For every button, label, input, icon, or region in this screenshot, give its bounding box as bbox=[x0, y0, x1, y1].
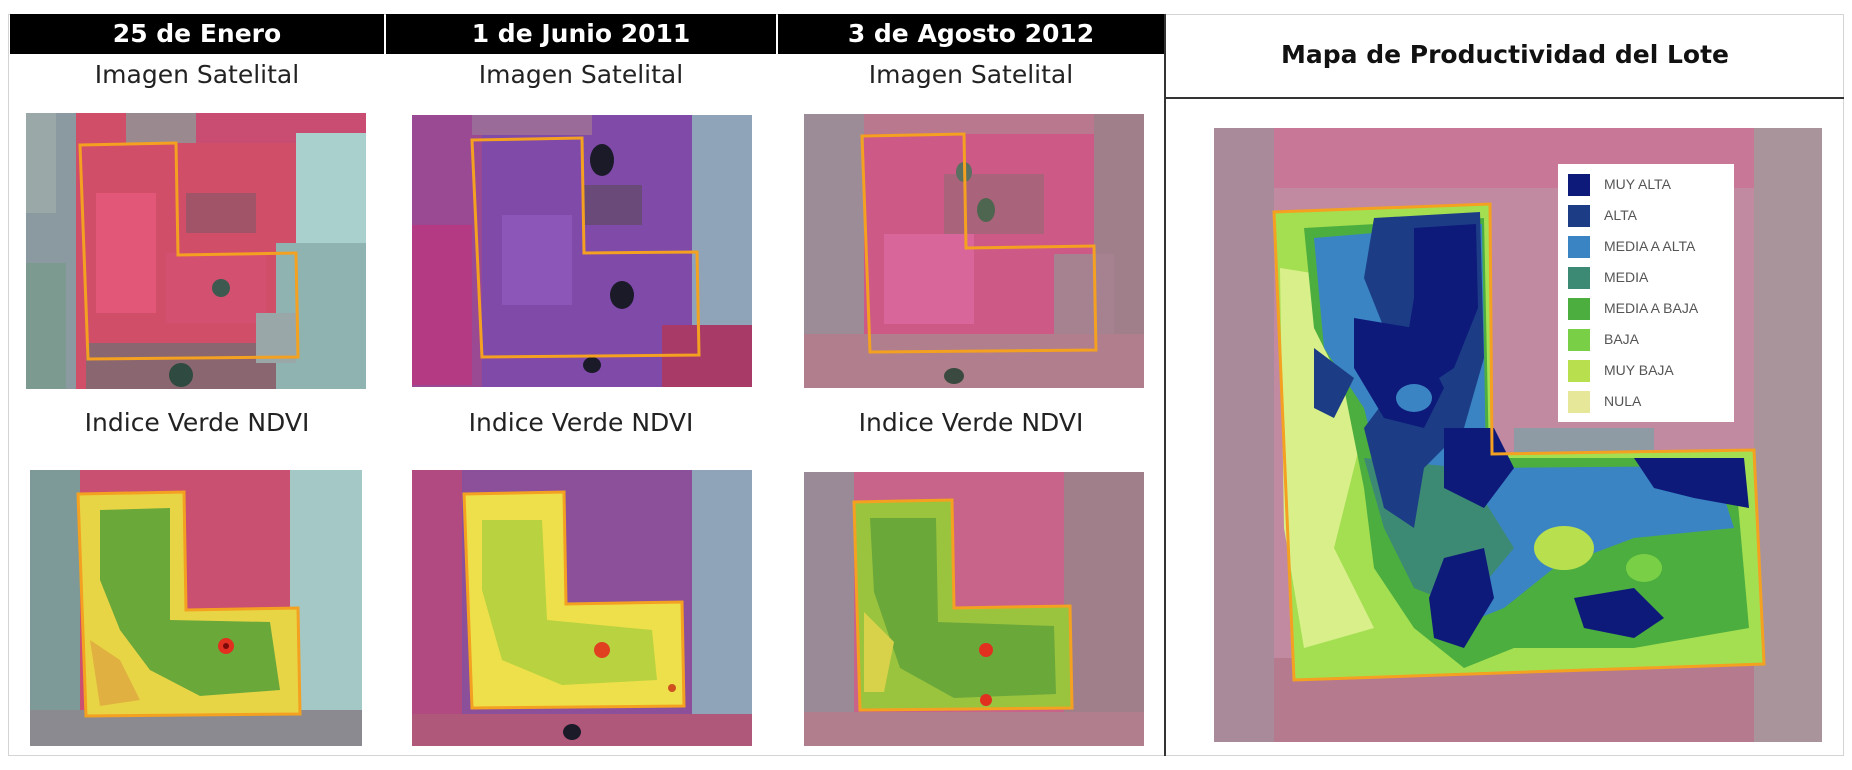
vertical-divider bbox=[1164, 14, 1166, 756]
legend-swatch bbox=[1568, 267, 1590, 289]
date-header-1: 25 de Enero bbox=[10, 14, 384, 54]
legend-label: MUY BAJA bbox=[1604, 362, 1674, 378]
legend-label: MEDIA A ALTA bbox=[1604, 238, 1696, 254]
ndvi-image-2 bbox=[412, 470, 752, 746]
legend-label: MUY ALTA bbox=[1604, 176, 1671, 192]
legend-swatch bbox=[1568, 298, 1590, 320]
satellite-image-3 bbox=[804, 114, 1144, 388]
legend-label: MEDIA A BAJA bbox=[1604, 300, 1699, 316]
legend-swatch bbox=[1568, 360, 1590, 382]
legend-swatch bbox=[1568, 391, 1590, 413]
ndvi-label-1: Indice Verde NDVI bbox=[84, 408, 310, 437]
legend-label: BAJA bbox=[1604, 331, 1640, 347]
ndvi-label-3: Indice Verde NDVI bbox=[858, 408, 1084, 437]
date-header-3: 3 de Agosto 2012 bbox=[778, 14, 1164, 54]
legend-label: MEDIA bbox=[1604, 269, 1649, 285]
ndvi-image-1 bbox=[30, 470, 362, 746]
legend-label: ALTA bbox=[1604, 207, 1637, 223]
horizontal-divider bbox=[1166, 97, 1844, 99]
satellite-image-2 bbox=[412, 115, 752, 387]
legend-swatch bbox=[1568, 174, 1590, 196]
productivity-legend: MUY ALTA ALTA MEDIA A ALTA MEDIA MEDIA A… bbox=[1558, 164, 1734, 422]
satellite-image-1 bbox=[26, 113, 366, 389]
ndvi-label-2: Indice Verde NDVI bbox=[468, 408, 694, 437]
legend-swatch bbox=[1568, 329, 1590, 351]
satellite-label-2: Imagen Satelital bbox=[478, 60, 684, 89]
date-header-2: 1 de Junio 2011 bbox=[386, 14, 776, 54]
legend-swatch bbox=[1568, 236, 1590, 258]
ndvi-image-3 bbox=[804, 472, 1144, 746]
legend-label: NULA bbox=[1604, 393, 1642, 409]
map-title: Mapa de Productividad del Lote bbox=[1281, 40, 1729, 69]
satellite-label-1: Imagen Satelital bbox=[94, 60, 300, 89]
legend-swatch bbox=[1568, 205, 1590, 227]
satellite-label-3: Imagen Satelital bbox=[868, 60, 1074, 89]
